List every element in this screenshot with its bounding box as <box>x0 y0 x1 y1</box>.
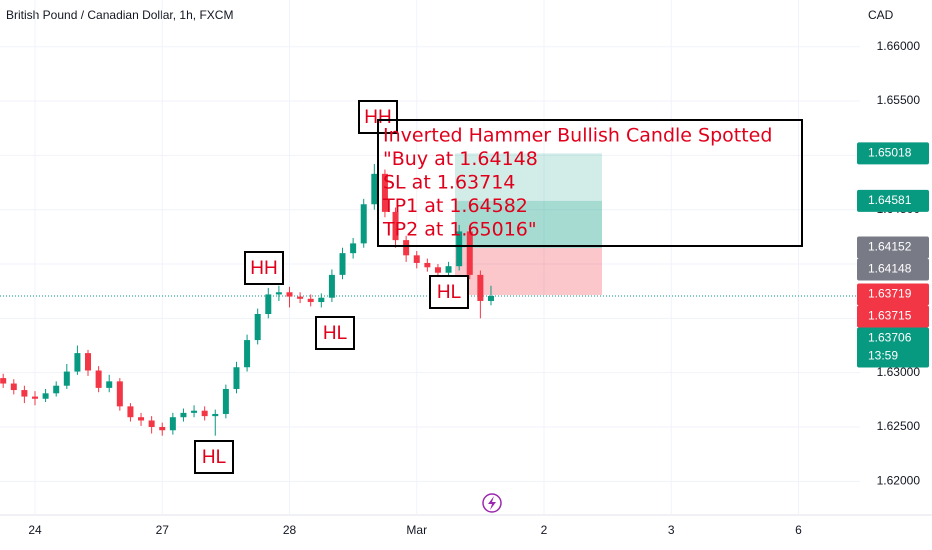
y-tick-label: 1.62000 <box>877 473 921 487</box>
candle-body <box>21 390 28 397</box>
note-box <box>377 119 803 247</box>
x-tick-label: 27 <box>156 523 170 537</box>
price-tag <box>857 142 929 165</box>
price-tag-label: 1.63715 <box>868 309 912 323</box>
candle-body <box>31 396 38 399</box>
candle-body <box>350 243 357 254</box>
x-tick-label: 24 <box>28 523 42 537</box>
candle-body <box>424 262 431 268</box>
candle-body <box>222 388 229 414</box>
y-tick-label: 1.66000 <box>877 39 921 53</box>
y-tick-label: 1.63000 <box>877 365 921 379</box>
candle-body <box>286 292 293 297</box>
candle-body <box>466 231 473 275</box>
candle-body <box>265 294 272 314</box>
candle-body <box>180 412 187 418</box>
price-tag-timer: 13:59 <box>868 349 898 363</box>
candle-body <box>53 385 60 394</box>
candle-body <box>254 313 261 341</box>
price-tag <box>857 327 929 368</box>
candle-body <box>445 266 452 273</box>
candle-body <box>169 417 176 431</box>
x-tick-label: 28 <box>283 523 297 537</box>
x-tick-label: 6 <box>795 523 802 537</box>
candle-body <box>381 173 388 212</box>
candle-body <box>275 292 282 295</box>
note-line: "Buy at 1.64148 <box>383 148 538 170</box>
annotation-box <box>429 275 469 309</box>
annotation-box <box>194 440 234 474</box>
candle-body <box>477 274 484 301</box>
take-profit-zone <box>455 153 602 248</box>
candle-body <box>487 295 494 301</box>
x-tick-label: Mar <box>406 523 427 537</box>
price-tag-label: 1.63706 <box>868 331 912 345</box>
candle-body <box>148 420 155 427</box>
candle-body <box>116 381 123 407</box>
y-tick-label: 1.62500 <box>877 419 921 433</box>
candle-body <box>201 410 208 417</box>
currency-label: CAD <box>868 8 894 22</box>
candle-body <box>244 340 251 368</box>
price-tag-label: 1.64148 <box>868 262 912 276</box>
candle-body <box>191 410 198 413</box>
candle-body <box>307 298 314 303</box>
stop-loss-zone <box>455 247 602 295</box>
candle-body <box>74 353 81 372</box>
candle-body <box>328 274 335 298</box>
candle-body <box>434 267 441 273</box>
candle-body <box>413 255 420 263</box>
annotation-box <box>244 251 284 285</box>
note-line: Inverted Hammer Bullish Candle Spotted <box>383 125 772 147</box>
x-tick-label: 2 <box>541 523 548 537</box>
annotation-label: HL <box>323 323 347 344</box>
candle-body <box>297 296 304 299</box>
price-tag-label: 1.64152 <box>868 240 912 254</box>
candle-body <box>371 173 378 205</box>
lightning-icon <box>482 493 502 513</box>
candle-body <box>339 253 346 275</box>
annotation-box <box>315 316 355 350</box>
x-tick-label: 3 <box>668 523 675 537</box>
candle-body <box>159 426 166 431</box>
price-tag-label: 1.64581 <box>868 193 912 207</box>
take-profit-1-zone <box>455 200 602 248</box>
price-tag <box>857 258 929 281</box>
candle-body <box>392 211 399 241</box>
candle-body <box>403 240 410 256</box>
candle-body <box>63 371 70 386</box>
price-tag-label: 1.63719 <box>868 287 912 301</box>
y-tick-label: 1.65500 <box>877 93 921 107</box>
annotation-label: HH <box>364 107 391 128</box>
candle-body <box>0 378 7 384</box>
candle-body <box>95 370 102 388</box>
candle-body <box>456 231 463 267</box>
note-line: TP2 at 1.65016" <box>382 219 537 241</box>
price-tag <box>857 189 929 212</box>
price-tag <box>857 283 929 306</box>
candle-body <box>10 383 17 391</box>
note-line: TP1 at 1.64582 <box>382 195 528 217</box>
note-line: SL at 1.63714 <box>383 172 515 194</box>
price-tag <box>857 305 929 328</box>
candle-body <box>85 353 92 371</box>
annotation-label: HL <box>202 447 226 468</box>
candle-body <box>233 367 240 389</box>
candle-body <box>360 204 367 244</box>
candle-body <box>138 417 145 421</box>
annotation-label: HL <box>437 282 461 303</box>
candle-body <box>106 381 113 388</box>
candle-body <box>318 297 325 303</box>
chart-title: British Pound / Canadian Dollar, 1h, FXC… <box>6 8 233 22</box>
candle-body <box>127 406 134 418</box>
candle-body <box>42 393 49 399</box>
candle-body <box>212 413 219 417</box>
annotation-label: HH <box>250 258 277 279</box>
price-tag-label: 1.65018 <box>868 146 912 160</box>
price-tag <box>857 236 929 259</box>
